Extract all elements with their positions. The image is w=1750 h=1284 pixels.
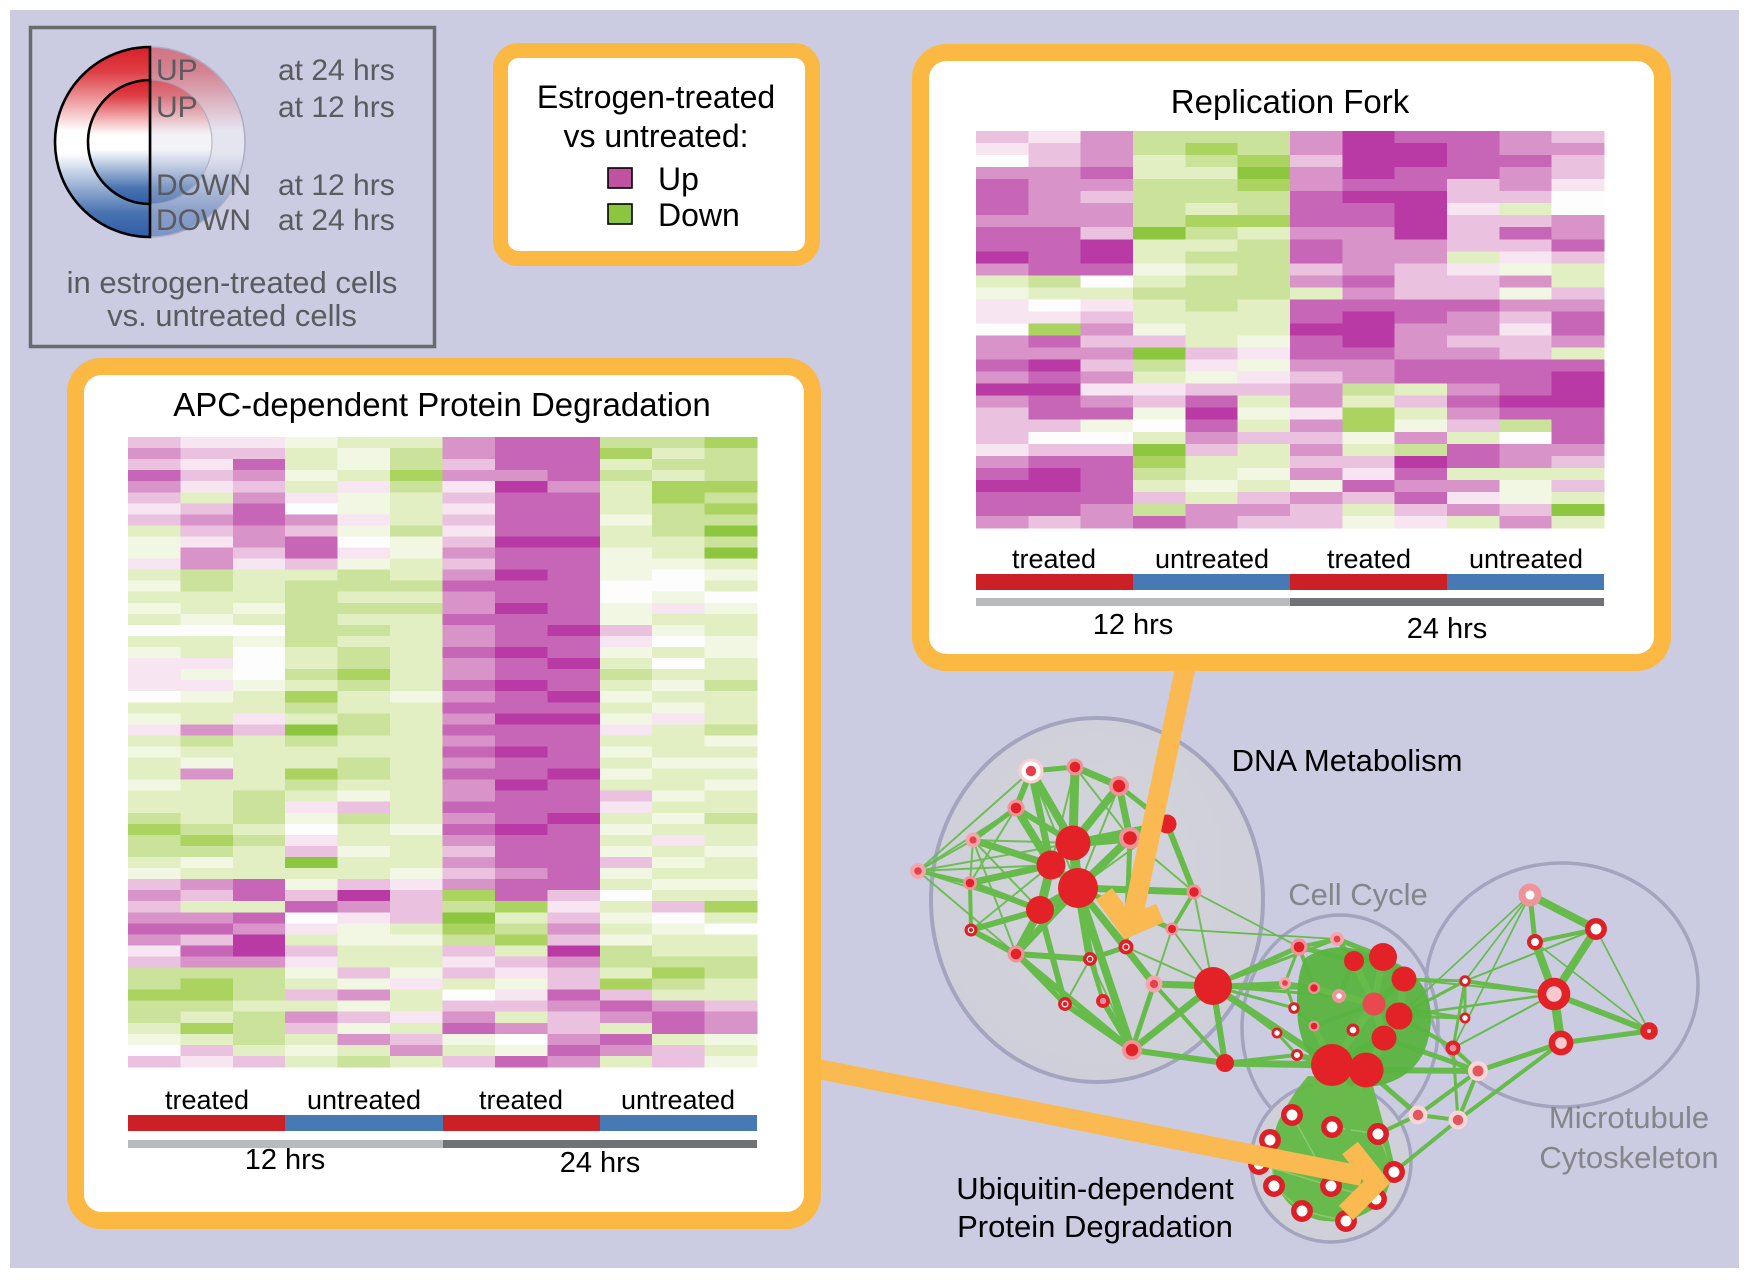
svg-text:Microtubule: Microtubule [1549, 1100, 1709, 1135]
svg-text:DOWN: DOWN [156, 204, 251, 237]
svg-text:at 12 hrs: at 12 hrs [278, 169, 395, 202]
svg-text:Protein Degradation: Protein Degradation [957, 1209, 1233, 1244]
svg-text:at 12 hrs: at 12 hrs [278, 91, 395, 124]
svg-text:Ubiquitin-dependent: Ubiquitin-dependent [956, 1171, 1234, 1206]
svg-text:Up: Up [658, 161, 699, 197]
svg-text:treated: treated [1327, 544, 1411, 574]
svg-text:at 24 hrs: at 24 hrs [278, 204, 395, 237]
svg-text:untreated: untreated [1155, 544, 1269, 574]
svg-text:Cytoskeleton: Cytoskeleton [1539, 1140, 1718, 1175]
svg-text:Estrogen-treated: Estrogen-treated [537, 79, 775, 115]
svg-text:treated: treated [1012, 544, 1096, 574]
svg-text:in estrogen-treated cells: in estrogen-treated cells [67, 265, 398, 300]
svg-text:untreated: untreated [1469, 544, 1583, 574]
svg-text:treated: treated [479, 1085, 563, 1115]
svg-text:vs untreated:: vs untreated: [564, 118, 749, 154]
svg-text:UP: UP [156, 91, 198, 124]
svg-text:Cell Cycle: Cell Cycle [1288, 877, 1428, 912]
svg-text:at 24 hrs: at 24 hrs [278, 54, 395, 87]
svg-text:vs. untreated cells: vs. untreated cells [107, 298, 357, 333]
svg-text:Down: Down [658, 197, 740, 233]
svg-text:untreated: untreated [307, 1085, 421, 1115]
svg-text:untreated: untreated [621, 1085, 735, 1115]
svg-text:24 hrs: 24 hrs [1407, 613, 1488, 645]
svg-text:treated: treated [165, 1085, 249, 1115]
svg-text:24 hrs: 24 hrs [560, 1147, 641, 1179]
svg-text:APC-dependent Protein Degradat: APC-dependent Protein Degradation [173, 386, 711, 423]
svg-text:12 hrs: 12 hrs [1093, 609, 1174, 641]
svg-text:Replication Fork: Replication Fork [1171, 83, 1410, 120]
svg-text:12 hrs: 12 hrs [245, 1144, 326, 1176]
svg-text:DNA Metabolism: DNA Metabolism [1232, 743, 1463, 778]
svg-text:DOWN: DOWN [156, 169, 251, 202]
svg-text:UP: UP [156, 54, 198, 87]
